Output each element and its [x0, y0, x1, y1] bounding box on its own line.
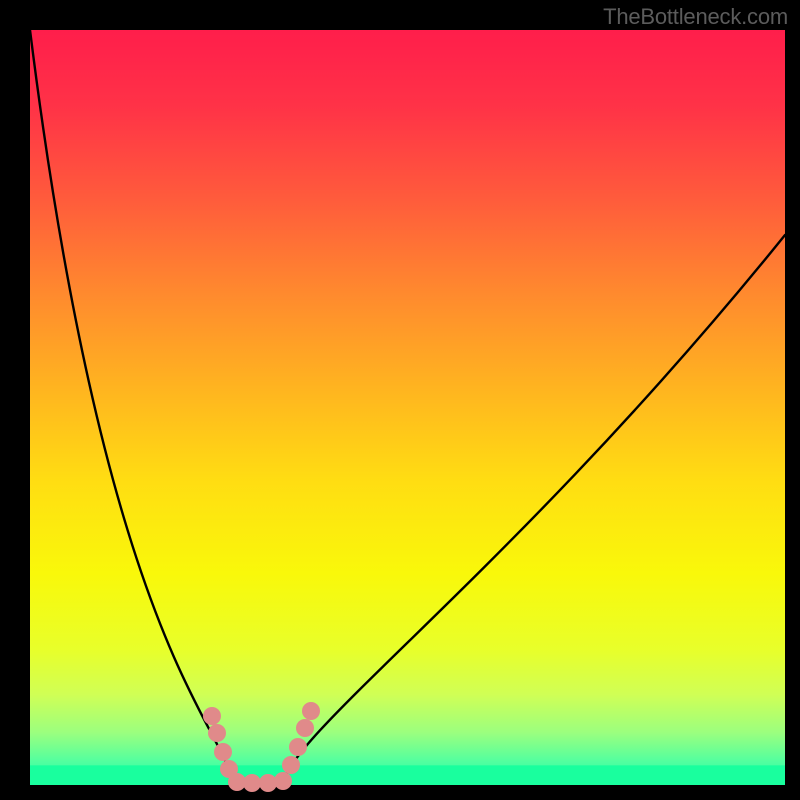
marker-point: [243, 774, 261, 792]
marker-point: [289, 738, 307, 756]
marker-point: [208, 724, 226, 742]
marker-point: [296, 719, 314, 737]
green-band: [30, 765, 785, 785]
chart-container: TheBottleneck.com: [0, 0, 800, 800]
marker-point: [203, 707, 221, 725]
marker-point: [302, 702, 320, 720]
plot-area: [30, 30, 785, 785]
marker-point: [214, 743, 232, 761]
marker-point: [282, 756, 300, 774]
watermark-text: TheBottleneck.com: [603, 4, 788, 30]
marker-point: [274, 772, 292, 790]
bottleneck-curve-chart: [0, 0, 800, 800]
